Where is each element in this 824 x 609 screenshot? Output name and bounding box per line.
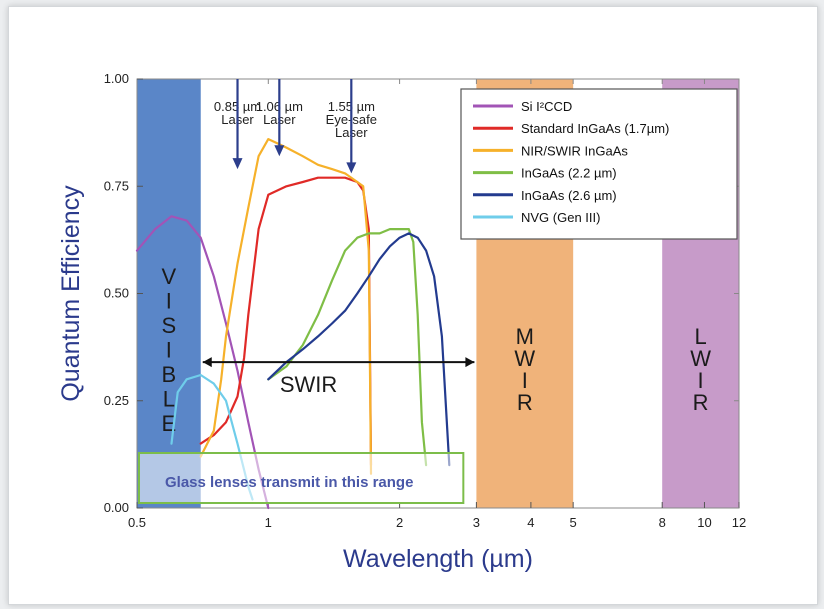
band-letter-lwir: R xyxy=(693,390,709,415)
band-letter-lwir: L xyxy=(694,324,706,349)
y-tick-label: 1.00 xyxy=(104,71,129,86)
y-tick-label: 0.00 xyxy=(104,500,129,515)
legend-label: InGaAs (2.2 µm) xyxy=(521,166,617,181)
series-line-ingaas-2-6-m- xyxy=(267,232,451,467)
glass-note-box xyxy=(138,452,465,504)
swir-arrow-right-head xyxy=(465,357,475,368)
x-tick-label: 5 xyxy=(570,515,577,530)
laser-arrow-head xyxy=(274,145,285,157)
x-tick-label: 0.5 xyxy=(128,515,146,530)
band-letter-mwir: W xyxy=(514,346,535,371)
band-visible xyxy=(137,79,201,508)
y-tick-label: 0.50 xyxy=(104,286,129,301)
y-tick-label: 0.75 xyxy=(104,178,129,193)
band-letter-mwir: R xyxy=(517,390,533,415)
legend-label: NIR/SWIR InGaAs xyxy=(521,143,628,158)
band-letter-mwir: I xyxy=(522,368,528,393)
legend-box xyxy=(460,88,738,240)
x-tick-label: 12 xyxy=(732,515,746,530)
x-tick-label: 8 xyxy=(659,515,666,530)
swir-label: SWIR xyxy=(280,372,337,397)
band-letter-visible: I xyxy=(166,338,172,363)
band-letter-visible: L xyxy=(163,387,175,412)
band-letter-visible: I xyxy=(166,289,172,314)
band-letter-lwir: I xyxy=(698,368,704,393)
band-letter-lwir: W xyxy=(690,346,711,371)
legend-label: NVG (Gen III) xyxy=(521,210,600,225)
legend-label: Si I²CCD xyxy=(521,99,572,114)
legend-label: InGaAs (2.6 µm) xyxy=(521,188,617,203)
y-tick-label: 0.25 xyxy=(104,393,129,408)
series-line-ingaas-2-2-m- xyxy=(267,228,428,467)
band-letter-visible: V xyxy=(162,264,177,289)
band-letter-visible: B xyxy=(162,362,177,387)
x-tick-label: 10 xyxy=(697,515,711,530)
y-axis-label: Quantum Efficiency xyxy=(57,185,85,402)
laser-arrow-head xyxy=(346,162,357,174)
x-tick-label: 4 xyxy=(527,515,534,530)
x-tick-label: 2 xyxy=(396,515,403,530)
laser-arrow-head xyxy=(232,158,243,170)
series-line-standard-ingaas-1-7-m- xyxy=(199,176,373,467)
band-letter-mwir: M xyxy=(516,324,534,349)
x-tick-label: 3 xyxy=(473,515,480,530)
band-letter-visible: S xyxy=(162,313,177,338)
series-line-si-i-ccd xyxy=(135,215,270,510)
x-tick-label: 1 xyxy=(265,515,272,530)
x-axis-label: Wavelength (µm) xyxy=(343,545,533,573)
legend-label: Standard InGaAs (1.7µm) xyxy=(521,121,669,136)
glass-note-text: Glass lenses transmit in this range xyxy=(165,474,413,491)
swir-arrow-left-head xyxy=(202,357,212,368)
